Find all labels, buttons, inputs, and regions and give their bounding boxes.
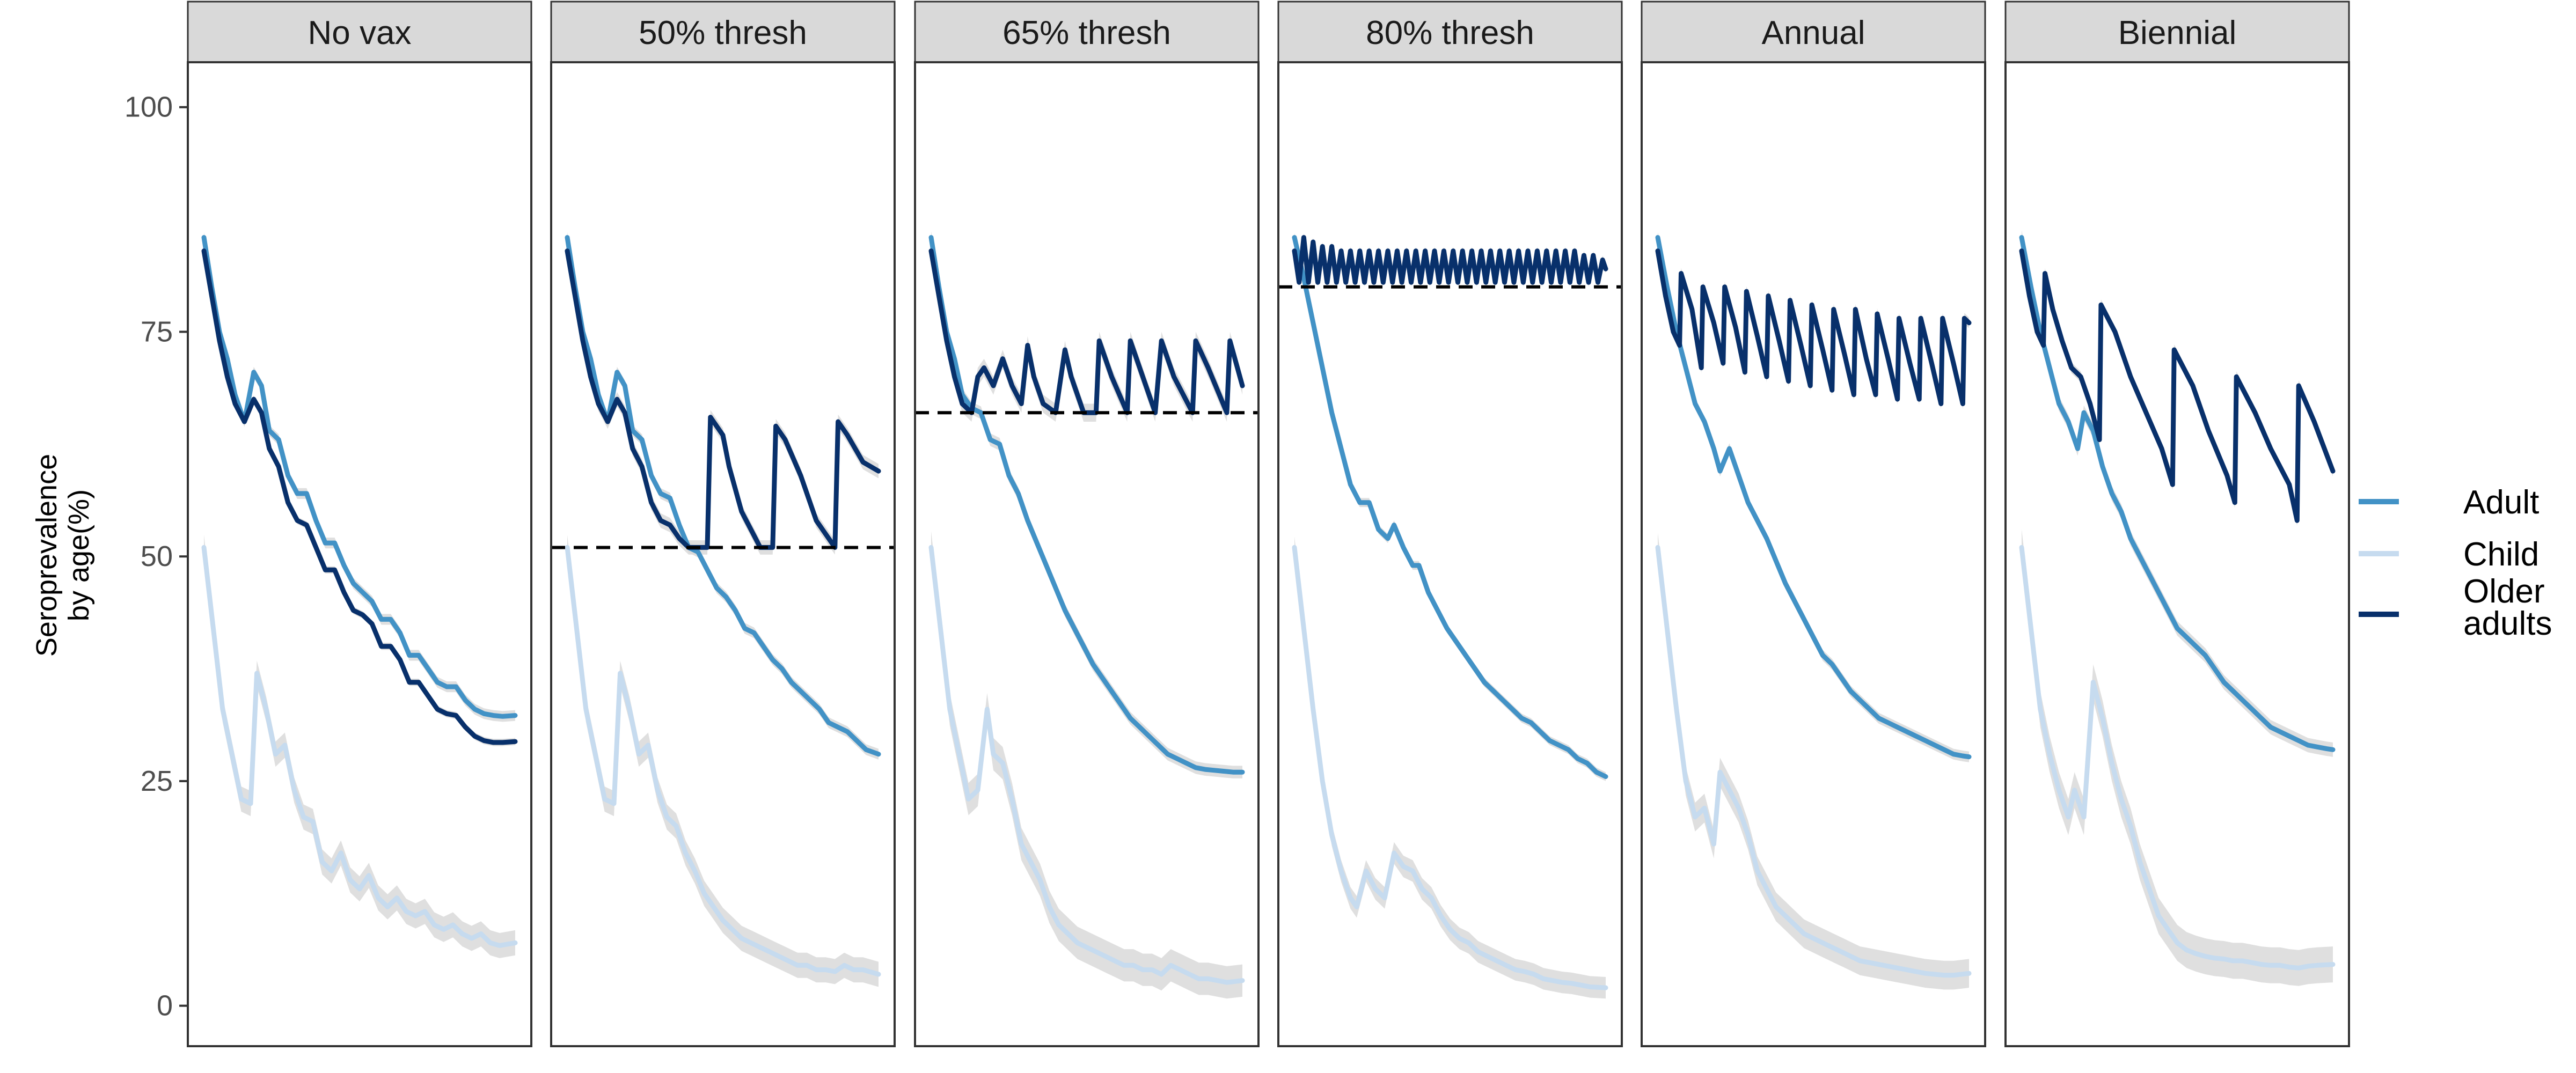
facet-strip-label: No vax [308,14,412,52]
confidence-band-adult [2022,230,2333,757]
confidence-band-adult [567,232,879,760]
facet-strip [1277,1,1623,63]
series-line-older [928,248,1245,415]
series-line-adult [565,235,881,757]
facet-strip-label: 80% thresh [1366,14,1534,52]
y-tick-label: 50 [141,540,173,572]
series-line-adult [2019,235,2336,752]
facet-panel-4: 80% thresh [1277,1,1623,1047]
facet-panel-2: 50% thresh [550,1,896,1047]
panel-border [550,61,896,1047]
series-line-adult [201,235,518,719]
facet-panel-5: Annual [1641,1,1986,1047]
panel-border [2004,61,2350,1047]
series-line-child [2019,545,2336,971]
facet-panel-1: No vax [187,1,532,1047]
series-line-child [1292,545,1608,990]
confidence-band-adult [204,232,515,722]
panel-border [187,61,532,1047]
y-tick-label: 75 [141,315,173,348]
confidence-band-child [1658,533,1969,990]
y-axis-title: Seroprevalence by age(%) [31,454,95,657]
y-axis: 0 25 50 75 100 [125,91,188,1022]
facet-strip [550,1,896,63]
series-line-adult [1292,235,1608,779]
confidence-band-adult [931,231,1242,778]
series-line-child [201,545,518,948]
panel-border [1641,61,1986,1047]
facet-strip-label: 65% thresh [1002,14,1171,52]
facet-strip [1641,1,1986,63]
facet-strip-label: Biennial [2118,14,2237,52]
confidence-band-adult [1294,233,1606,781]
facet-panels: No vax 50% thresh 65% thresh 80% thresh Annu… [187,1,2350,1047]
series-line-adult [928,235,1245,775]
panel-border [914,61,1260,1047]
facet-strip-label: 50% thresh [639,14,807,52]
legend-label-child: Child [2463,536,2539,573]
series-line-older [1292,235,1608,285]
y-axis-title-line-2: by age(%) [63,489,95,621]
y-axis-title-line-1: Seroprevalence [31,454,63,657]
confidence-band-child [204,535,515,958]
series-line-child [928,545,1245,985]
series-line-adult [1655,235,1972,760]
series-line-child [565,545,881,977]
facet-panel-6: Biennial [2004,1,2350,1047]
series-line-child [1655,545,1972,978]
series-line-older [201,248,518,745]
y-tick-label: 100 [125,91,173,123]
legend-label-older-line-2: adults [2463,605,2552,642]
confidence-band-child [2022,529,2333,986]
y-tick-label: 0 [157,990,173,1022]
facet-panel-3: 65% thresh [914,1,1260,1047]
legend-label-older-line-1: Older [2463,573,2545,610]
y-tick-label: 25 [141,765,173,797]
legend-label-adult: Adult [2463,484,2539,521]
facet-strip [187,1,532,63]
facet-strip-label: Annual [1761,14,1865,52]
series-line-older [1655,248,1972,406]
confidence-band-child [931,531,1242,999]
confidence-band-older [2022,245,2333,526]
series-line-older [2019,248,2336,523]
panel-border [1277,61,1623,1047]
confidence-band-older [204,247,515,746]
series-line-older [565,248,881,550]
